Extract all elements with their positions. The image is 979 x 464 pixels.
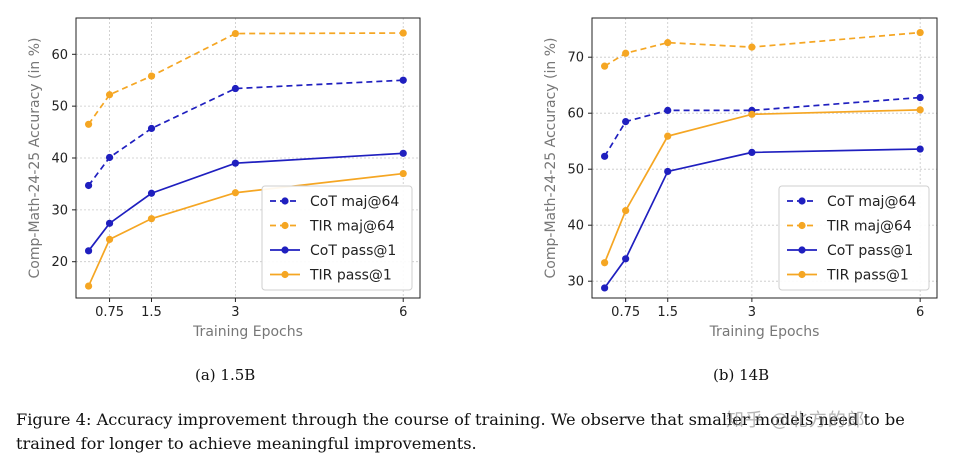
- legend-marker: [798, 246, 806, 254]
- y-tick-label: 40: [567, 219, 584, 234]
- data-point: [231, 189, 240, 197]
- data-point: [84, 247, 93, 255]
- legend-label: CoT pass@1: [827, 243, 913, 259]
- data-point: [916, 93, 924, 102]
- legend-label: TIR maj@64: [826, 219, 912, 235]
- x-tick-label: 6: [916, 305, 924, 320]
- data-point: [622, 49, 630, 57]
- data-point: [84, 282, 93, 290]
- y-tick-label: 50: [567, 163, 584, 178]
- series-line-1: [87, 32, 404, 125]
- x-tick-label: 0.75: [611, 305, 640, 320]
- subcaption-1-5b: (a) 1.5B: [195, 366, 256, 384]
- data-point: [664, 106, 672, 114]
- y-tick-label: 40: [51, 152, 68, 167]
- data-point: [748, 43, 756, 51]
- legend-marker: [798, 270, 806, 279]
- figure-caption: Figure 4: Accuracy improvement through t…: [16, 408, 966, 456]
- x-tick-label: 0.75: [95, 305, 124, 320]
- data-point: [399, 29, 407, 37]
- x-tick-label: 3: [231, 305, 239, 320]
- subcaption-14b: (b) 14B: [713, 366, 770, 384]
- legend-box: [778, 185, 930, 291]
- data-point: [664, 39, 672, 47]
- y-tick-label: 50: [51, 100, 68, 115]
- plot-frame: [591, 17, 938, 299]
- y-tick-label: 70: [567, 51, 584, 66]
- data-point: [105, 219, 114, 227]
- y-tick-label: 60: [51, 48, 68, 63]
- legend-label: CoT maj@64: [310, 194, 399, 210]
- data-point: [147, 124, 156, 133]
- data-point: [399, 149, 407, 157]
- data-point: [147, 189, 156, 197]
- data-point: [601, 259, 609, 267]
- data-point: [105, 235, 114, 244]
- data-point: [105, 91, 114, 99]
- data-point: [916, 145, 924, 153]
- legend-marker: [281, 246, 289, 254]
- legend-label: TIR pass@1: [309, 268, 392, 284]
- legend-label: CoT maj@64: [827, 194, 916, 210]
- legend-label: CoT pass@1: [310, 243, 396, 259]
- caption-label: Figure 4:: [16, 410, 92, 429]
- data-point: [748, 148, 756, 156]
- data-point: [622, 118, 630, 126]
- legend-marker: [798, 197, 806, 205]
- data-point: [601, 62, 609, 70]
- data-point: [231, 29, 240, 38]
- data-point: [399, 76, 407, 84]
- legend-box: [261, 185, 413, 291]
- watermark: 知乎 @北方的郎: [726, 410, 866, 431]
- y-tick-label: 60: [567, 107, 584, 122]
- y-tick-label: 20: [51, 255, 68, 270]
- x-tick-label: 6: [399, 305, 407, 320]
- x-tick-label: 1.5: [141, 305, 162, 320]
- legend-marker: [798, 221, 806, 230]
- data-point: [84, 120, 93, 128]
- x-axis-label: Training Epochs: [192, 324, 303, 340]
- chart-1-5b: 0.75 1.5 3 6 20 30 40 50 60 Training Epochs Comp-M…: [27, 17, 421, 340]
- data-point: [231, 159, 240, 167]
- data-point: [916, 106, 924, 114]
- data-point: [231, 84, 240, 93]
- data-point: [147, 72, 156, 80]
- series-line-1: [604, 31, 921, 67]
- legend-marker: [281, 197, 289, 205]
- caption-text: Accuracy improvement through the course …: [16, 410, 905, 453]
- legend-marker: [281, 270, 289, 279]
- data-point: [748, 110, 756, 118]
- legend-label: TIR maj@64: [309, 219, 395, 235]
- legend-label: TIR pass@1: [826, 268, 909, 284]
- y-tick-label: 30: [567, 275, 584, 290]
- data-point: [399, 169, 407, 178]
- y-axis-label: Comp-Math-24-25 Accuracy (in %): [27, 38, 43, 279]
- data-point: [105, 153, 114, 162]
- data-point: [601, 284, 609, 292]
- legend-marker: [281, 221, 289, 230]
- data-point: [916, 28, 924, 37]
- y-axis-label: Comp-Math-24-25 Accuracy (in %): [543, 38, 559, 279]
- series-line-0: [603, 96, 921, 157]
- series-line-0: [87, 79, 404, 186]
- x-tick-label: 1.5: [657, 305, 678, 320]
- data-point: [84, 181, 93, 190]
- data-point: [622, 207, 630, 215]
- data-point: [601, 152, 609, 160]
- data-point: [622, 255, 630, 263]
- chart-14b: 0.75 1.5 3 6 30 40 50 60 70 Training Epochs Comp-M…: [543, 17, 938, 340]
- y-tick-label: 30: [51, 203, 68, 218]
- x-tick-label: 3: [748, 305, 756, 320]
- data-point: [147, 215, 156, 223]
- data-point: [664, 167, 672, 176]
- data-point: [664, 132, 672, 140]
- x-axis-label: Training Epochs: [709, 324, 820, 340]
